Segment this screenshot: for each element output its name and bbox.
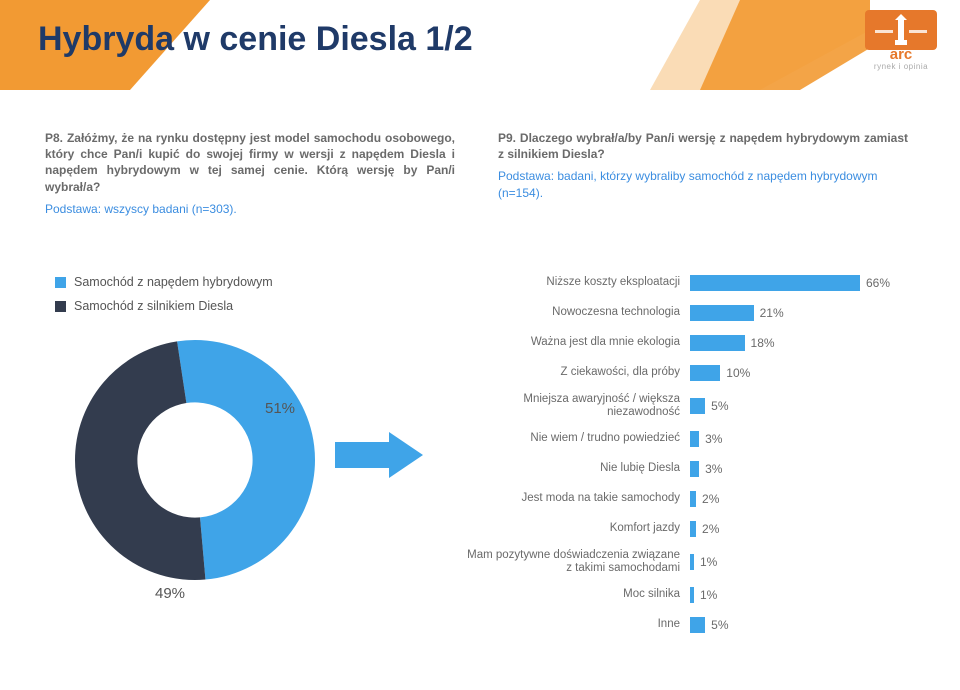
bar-row: Nie wiem / trudno powiedzieć 3% bbox=[465, 428, 935, 450]
donut-chart: 51% 49% bbox=[65, 330, 325, 590]
bar-track: 2% bbox=[690, 488, 890, 510]
donut-legend: Samochód z napędem hybrydowym Samochód z… bbox=[55, 275, 273, 323]
bar-row: Mniejsza awaryjność / większa niezawodno… bbox=[465, 392, 935, 420]
legend-item: Samochód z silnikiem Diesla bbox=[55, 299, 273, 313]
bar-fill bbox=[690, 305, 754, 321]
question-left: P8. Załóżmy, że na rynku dostępny jest m… bbox=[45, 130, 455, 217]
bar-fill bbox=[690, 398, 705, 414]
bar-label: Nowoczesna technologia bbox=[465, 306, 690, 319]
bar-fill bbox=[690, 587, 694, 603]
bar-track: 1% bbox=[690, 584, 890, 606]
bar-value: 2% bbox=[702, 522, 719, 536]
bar-track: 3% bbox=[690, 458, 890, 480]
bar-value: 18% bbox=[751, 336, 775, 350]
legend-item: Samochód z napędem hybrydowym bbox=[55, 275, 273, 289]
donut-svg bbox=[65, 330, 325, 590]
bar-fill bbox=[690, 335, 745, 351]
bar-row: Ważna jest dla mnie ekologia 18% bbox=[465, 332, 935, 354]
bar-track: 21% bbox=[690, 302, 890, 324]
lighthouse-icon: arc bbox=[865, 10, 937, 60]
bar-value: 1% bbox=[700, 588, 717, 602]
bar-label: Niższe koszty eksploatacji bbox=[465, 276, 690, 289]
bar-track: 3% bbox=[690, 428, 890, 450]
question-right-text: P9. Dlaczego wybrał/a/by Pan/i wersję z … bbox=[498, 130, 908, 162]
bar-label: Moc silnika bbox=[465, 588, 690, 601]
bar-fill bbox=[690, 554, 694, 570]
bar-track: 2% bbox=[690, 518, 890, 540]
bar-value: 5% bbox=[711, 618, 728, 632]
bar-fill bbox=[690, 617, 705, 633]
question-left-text: P8. Załóżmy, że na rynku dostępny jest m… bbox=[45, 130, 455, 195]
svg-text:arc: arc bbox=[890, 46, 913, 60]
brand-logo: arc rynek i opinia bbox=[862, 10, 940, 71]
header: Hybryda w cenie Diesla 1/2 arc rynek i o… bbox=[0, 0, 960, 100]
bar-row: Jest moda na takie samochody 2% bbox=[465, 488, 935, 510]
legend-label: Samochód z silnikiem Diesla bbox=[74, 299, 233, 313]
bar-row: Moc silnika 1% bbox=[465, 584, 935, 606]
legend-swatch bbox=[55, 277, 66, 288]
question-left-base: Podstawa: wszyscy badani (n=303). bbox=[45, 201, 455, 217]
bar-row: Nowoczesna technologia 21% bbox=[465, 302, 935, 324]
bar-row: Z ciekawości, dla próby 10% bbox=[465, 362, 935, 384]
donut-label-bottom: 49% bbox=[155, 585, 185, 602]
bar-label: Mam pozytywne doświadczenia związane z t… bbox=[465, 549, 690, 575]
bar-label: Jest moda na takie samochody bbox=[465, 492, 690, 505]
bar-chart: Niższe koszty eksploatacji 66% Nowoczesna … bbox=[465, 272, 935, 644]
bar-label: Z ciekawości, dla próby bbox=[465, 366, 690, 379]
bar-row: Inne 5% bbox=[465, 614, 935, 636]
bar-fill bbox=[690, 275, 860, 291]
bar-value: 1% bbox=[700, 555, 717, 569]
bar-track: 18% bbox=[690, 332, 890, 354]
question-right: P9. Dlaczego wybrał/a/by Pan/i wersję z … bbox=[498, 130, 908, 201]
bar-fill bbox=[690, 431, 699, 447]
bar-label: Nie lubię Diesla bbox=[465, 462, 690, 475]
bar-value: 5% bbox=[711, 399, 728, 413]
bar-label: Komfort jazdy bbox=[465, 522, 690, 535]
bar-label: Nie wiem / trudno powiedzieć bbox=[465, 432, 690, 445]
bar-track: 1% bbox=[690, 548, 890, 576]
bar-fill bbox=[690, 491, 696, 507]
bar-value: 66% bbox=[866, 276, 890, 290]
legend-swatch bbox=[55, 301, 66, 312]
bar-track: 5% bbox=[690, 392, 890, 420]
bar-track: 66% bbox=[690, 272, 890, 294]
logo-caption: rynek i opinia bbox=[862, 62, 940, 71]
bar-fill bbox=[690, 365, 720, 381]
bar-value: 3% bbox=[705, 462, 722, 476]
bar-row: Komfort jazdy 2% bbox=[465, 518, 935, 540]
bar-value: 2% bbox=[702, 492, 719, 506]
bar-track: 5% bbox=[690, 614, 890, 636]
legend-label: Samochód z napędem hybrydowym bbox=[74, 275, 273, 289]
bar-fill bbox=[690, 521, 696, 537]
page-title: Hybryda w cenie Diesla 1/2 bbox=[38, 20, 473, 59]
bar-row: Niższe koszty eksploatacji 66% bbox=[465, 272, 935, 294]
bar-label: Mniejsza awaryjność / większa niezawodno… bbox=[465, 393, 690, 419]
bar-track: 10% bbox=[690, 362, 890, 384]
bar-value: 10% bbox=[726, 366, 750, 380]
bar-value: 3% bbox=[705, 432, 722, 446]
bar-value: 21% bbox=[760, 306, 784, 320]
arrow-icon bbox=[335, 432, 423, 483]
bar-label: Inne bbox=[465, 618, 690, 631]
question-right-base: Podstawa: badani, którzy wybraliby samoc… bbox=[498, 168, 908, 200]
bar-row: Nie lubię Diesla 3% bbox=[465, 458, 935, 480]
bar-row: Mam pozytywne doświadczenia związane z t… bbox=[465, 548, 935, 576]
bar-fill bbox=[690, 461, 699, 477]
donut-label-top: 51% bbox=[265, 400, 295, 417]
bar-label: Ważna jest dla mnie ekologia bbox=[465, 336, 690, 349]
